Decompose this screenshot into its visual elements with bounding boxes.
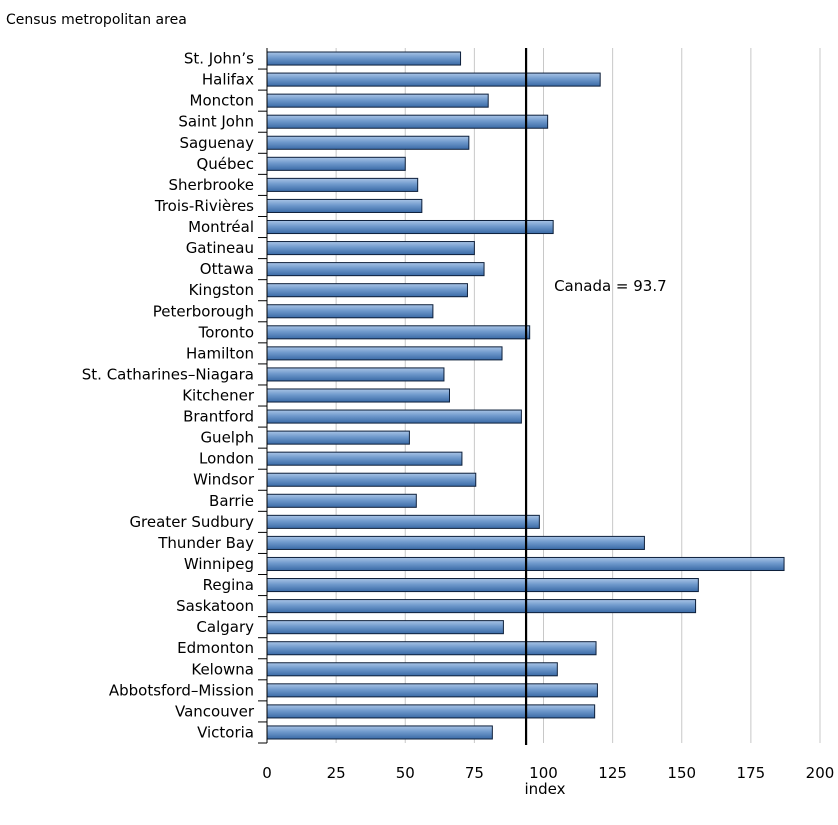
category-label: Québec bbox=[196, 155, 254, 173]
x-tick-label: 150 bbox=[667, 764, 696, 782]
x-axis-title: index bbox=[524, 780, 565, 798]
bar bbox=[266, 177, 419, 192]
category-label: Saguenay bbox=[179, 134, 254, 152]
category-label: St. John’s bbox=[184, 50, 254, 68]
category-labels: St. John’s Halifax Moncton Saint John Saguen… bbox=[82, 50, 255, 742]
category-label: Brantford bbox=[183, 408, 254, 426]
bar bbox=[266, 262, 485, 277]
category-label: London bbox=[199, 450, 254, 468]
bar bbox=[266, 388, 450, 403]
category-label: Thunder Bay bbox=[157, 534, 254, 552]
bar bbox=[266, 620, 504, 635]
reference-line-group: Canada = 93.7 bbox=[524, 48, 667, 745]
category-label: Sherbrooke bbox=[168, 176, 254, 194]
category-label: Barrie bbox=[209, 492, 254, 510]
bar bbox=[266, 514, 540, 529]
x-tick-label: 125 bbox=[598, 764, 627, 782]
bar bbox=[266, 346, 503, 361]
category-label: Guelph bbox=[200, 429, 254, 447]
category-label: Ottawa bbox=[200, 260, 254, 278]
bar bbox=[266, 325, 531, 340]
category-label: Regina bbox=[203, 576, 254, 594]
x-tick-label: 175 bbox=[737, 764, 766, 782]
category-label: Windsor bbox=[193, 471, 255, 489]
category-label: Kingston bbox=[189, 281, 254, 299]
category-label: Winnipeg bbox=[184, 555, 254, 573]
bar bbox=[266, 430, 410, 445]
category-label: Hamilton bbox=[186, 344, 254, 362]
bar bbox=[266, 599, 697, 614]
category-label: Kitchener bbox=[182, 387, 255, 405]
bars bbox=[266, 51, 785, 740]
bar bbox=[266, 367, 445, 382]
bar bbox=[266, 135, 470, 150]
bar bbox=[266, 304, 434, 319]
category-label: Edmonton bbox=[177, 639, 254, 657]
bar bbox=[266, 704, 596, 719]
category-label: Montréal bbox=[188, 218, 254, 236]
bar bbox=[266, 683, 598, 698]
x-tick-label: 100 bbox=[529, 764, 558, 782]
category-label: St. Catharines–Niagara bbox=[82, 365, 254, 383]
x-tick-label: 50 bbox=[396, 764, 415, 782]
category-label: Kelowna bbox=[191, 660, 254, 678]
x-tick-label: 0 bbox=[262, 764, 272, 782]
bar bbox=[266, 662, 558, 677]
category-label: Moncton bbox=[190, 92, 254, 110]
bar bbox=[266, 451, 463, 466]
bar bbox=[266, 578, 699, 593]
bar bbox=[266, 72, 601, 87]
reference-line-label: Canada = 93.7 bbox=[554, 277, 667, 295]
category-label: Greater Sudbury bbox=[129, 513, 254, 531]
bar bbox=[266, 283, 468, 298]
y-axis-title: Census metropolitan area bbox=[6, 12, 187, 28]
bar bbox=[266, 241, 475, 256]
category-label: Peterborough bbox=[153, 302, 254, 320]
bar bbox=[266, 219, 554, 235]
category-label: Victoria bbox=[197, 723, 254, 741]
bar bbox=[266, 472, 477, 487]
bar bbox=[266, 198, 423, 213]
x-tick-label: 200 bbox=[806, 764, 835, 782]
category-label: Toronto bbox=[198, 323, 254, 341]
category-label: Abbotsford–Mission bbox=[109, 681, 254, 699]
category-label: Gatineau bbox=[186, 239, 254, 257]
axes bbox=[258, 48, 268, 744]
x-tick-label: 75 bbox=[465, 764, 484, 782]
bar bbox=[266, 725, 493, 740]
bar bbox=[266, 156, 406, 171]
x-tick-labels: 0 25 50 75 100 125 150 175 200 bbox=[262, 764, 834, 782]
bar bbox=[266, 409, 522, 424]
category-label: Saint John bbox=[178, 113, 254, 131]
category-label: Halifax bbox=[202, 71, 254, 89]
category-label: Saskatoon bbox=[176, 597, 254, 615]
bar bbox=[266, 51, 462, 66]
bar bbox=[266, 535, 645, 550]
bar bbox=[266, 641, 597, 656]
category-label: Calgary bbox=[196, 618, 254, 636]
category-label: Vancouver bbox=[175, 702, 255, 720]
category-label: Trois-Rivières bbox=[154, 197, 254, 215]
x-tick-label: 25 bbox=[327, 764, 346, 782]
bar bbox=[266, 493, 417, 508]
bar bbox=[266, 93, 489, 108]
bar bbox=[266, 114, 549, 129]
